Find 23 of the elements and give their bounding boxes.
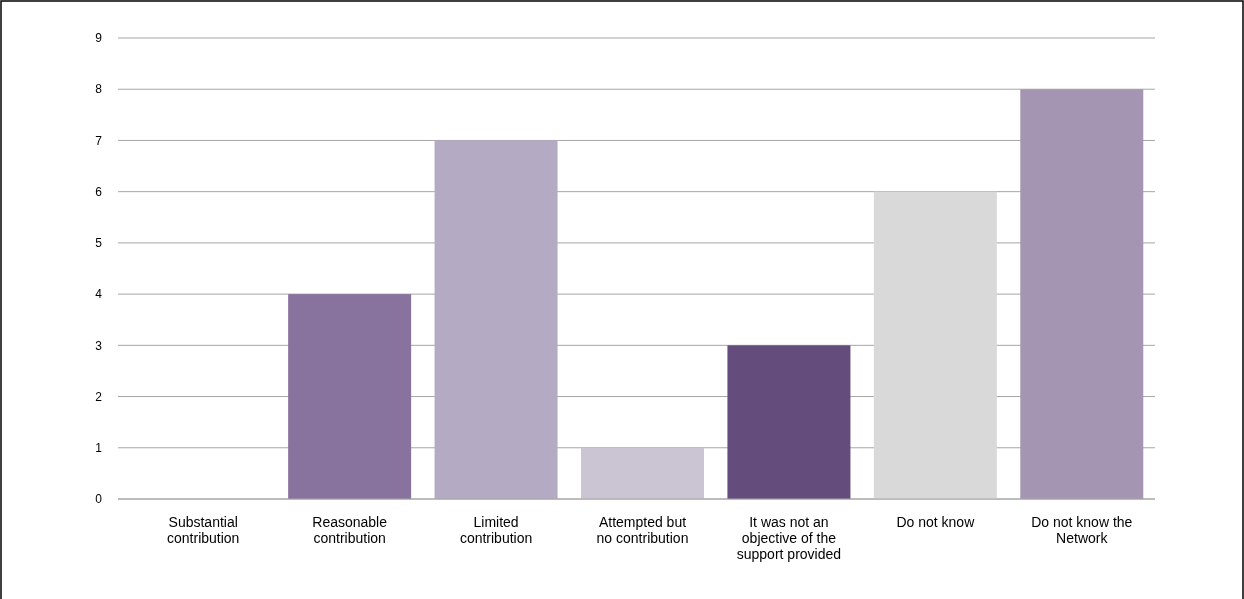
x-tick-label: Do not know [896,514,976,530]
bar [434,140,558,499]
x-tick-label: Reasonable contribution [312,514,388,546]
bar [727,345,851,499]
y-tick-label: 8 [95,82,103,97]
y-tick-label: 7 [95,133,103,148]
bar [288,294,412,499]
y-tick-label: 9 [95,31,103,46]
y-tick-label: 6 [95,184,103,199]
x-tick-label: Substantial contribution [167,514,240,546]
x-tick-label: Do not know the Network [1031,514,1133,546]
x-tick-label: Limited contribution [459,514,533,546]
y-tick-label: 4 [95,287,103,302]
y-tick-label: 3 [95,338,103,353]
y-tick-label: 2 [95,389,103,404]
y-tick-label: 0 [95,492,103,507]
y-tick-label: 5 [95,236,103,251]
x-tick-label: Attempted but no contribution [596,514,689,546]
y-tick-label: 1 [95,440,103,455]
bar [581,447,704,499]
x-tick-label: It was not an objective of the support provided [736,514,842,562]
bar [1020,89,1144,499]
bar [873,191,997,499]
